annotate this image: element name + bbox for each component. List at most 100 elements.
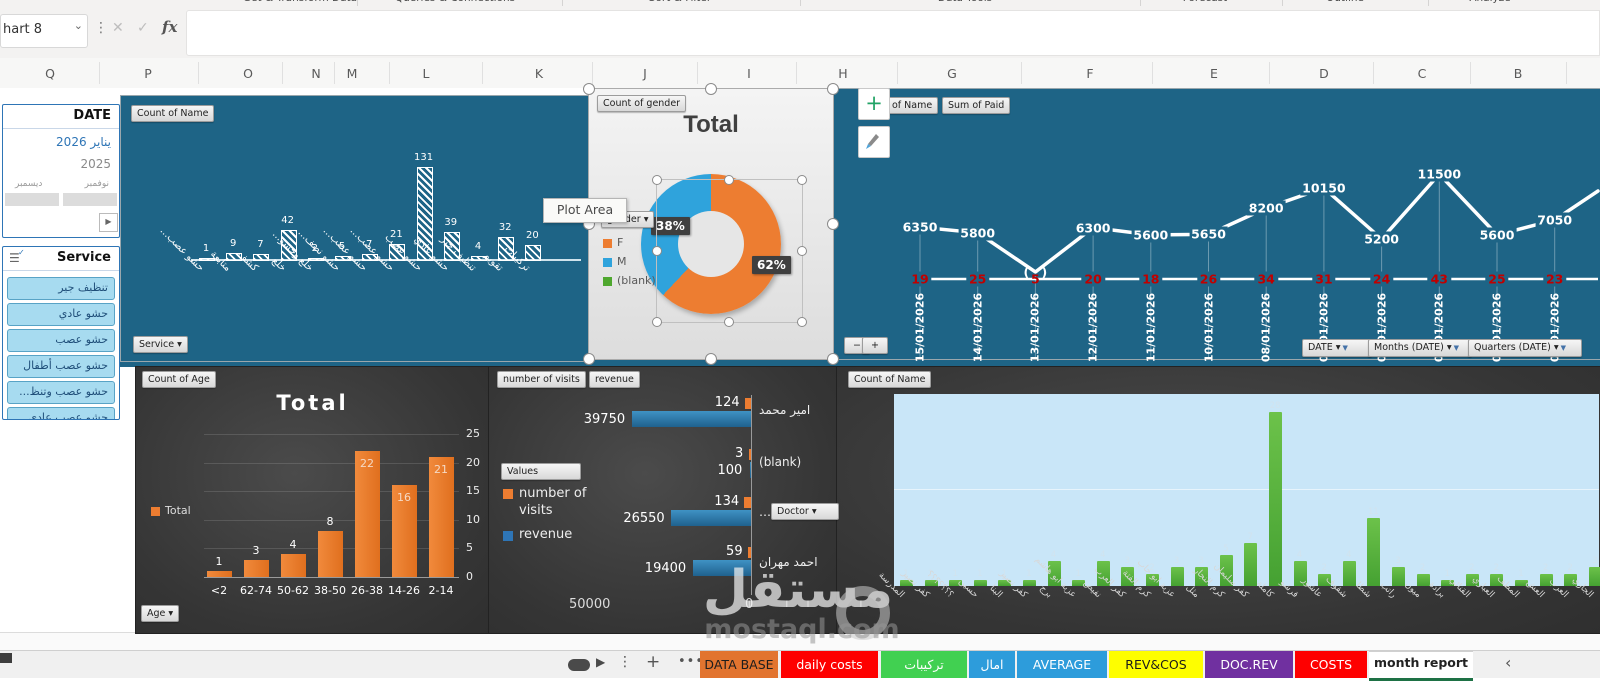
sheet-tab-costs[interactable]: COSTS: [1295, 651, 1367, 678]
column-header-D[interactable]: D: [1319, 66, 1329, 81]
selection-handle[interactable]: [797, 175, 807, 185]
formula-input[interactable]: [186, 10, 1600, 56]
chart-selection-handle[interactable]: [827, 83, 839, 95]
count-of-name-button[interactable]: Count of Name: [131, 105, 215, 122]
age-total-chart[interactable]: Count of Age Total 0 5 10 15 20 25 1 <2 3 62-74 4 50-…: [135, 366, 490, 634]
count-of-gender-button[interactable]: Count of gender: [597, 95, 687, 112]
chart-elements-plus-button[interactable]: +: [858, 88, 890, 120]
column-header-J[interactable]: J: [643, 66, 647, 81]
selection-handle[interactable]: [797, 317, 807, 327]
paid-line-chart[interactable]: of Name Sum of Paid 6350 19 15/01/2026 5800 25…: [832, 88, 1600, 362]
chart-styles-brush-button[interactable]: [858, 126, 890, 158]
service-slicer-item[interactable]: حشو عصب عادي: [7, 407, 115, 420]
axis-filter-button[interactable]: Months (DATE) ▾ ▼: [1368, 339, 1472, 357]
bar-value-label: 21: [434, 462, 448, 476]
service-slicer-item[interactable]: حشو عصب أطفال: [7, 355, 115, 378]
tab-scroll-left-icon[interactable]: ‹: [1505, 653, 1512, 672]
bar-value-label: 2: [1149, 562, 1155, 573]
column-header-K[interactable]: K: [534, 66, 544, 81]
timeline-bar[interactable]: [63, 193, 117, 206]
area-count-chart[interactable]: Count of Name 1 المدرسة 1 كفر نصير 1 ؟؟؟؟؟؟؟ 1 ح…: [835, 366, 1600, 634]
cancel-icon[interactable]: ✕: [112, 20, 124, 36]
column-header-B[interactable]: B: [1513, 66, 1523, 81]
revenue-field-button[interactable]: revenue: [589, 371, 640, 388]
chart-selection-handle[interactable]: [827, 218, 839, 230]
service-axis-button[interactable]: Service ▾: [133, 336, 188, 353]
count-of-age-button[interactable]: Count of Age: [142, 371, 216, 388]
selection-handle[interactable]: [652, 246, 662, 256]
count-of-name-button[interactable]: Count of Name: [848, 371, 932, 388]
column-header-I[interactable]: I: [747, 66, 751, 81]
column-header-L[interactable]: L: [422, 66, 430, 81]
date-year-label[interactable]: 2025: [80, 157, 111, 171]
timeline-bar[interactable]: [5, 193, 59, 206]
chart-selection-handle[interactable]: [705, 83, 717, 95]
sheet-tab-doc-rev[interactable]: DOC.REV: [1205, 651, 1293, 678]
hscrollbar-thumb[interactable]: [0, 653, 12, 663]
service-item-label: حشو عصب عادي: [28, 411, 108, 420]
sheet-tab-daily-costs[interactable]: daily costs: [781, 651, 878, 678]
doctor-axis-button[interactable]: Doctor ▾: [771, 503, 839, 520]
sheet-tab-average[interactable]: AVERAGE: [1017, 651, 1107, 678]
selection-handle[interactable]: [724, 175, 734, 185]
column-header-Q[interactable]: Q: [45, 66, 55, 81]
service-slicer[interactable]: ☰ ✓ Service تنظيف جير حشو عادي حشو عصب حشو ع…: [2, 246, 120, 420]
column-header-C[interactable]: C: [1417, 66, 1427, 81]
timeline-scroll-button[interactable]: ▶: [99, 213, 118, 232]
date-timeline-slicer[interactable]: DATE يناير 2026 2025 نوفمبر ديسمبر ▶: [2, 104, 120, 238]
chevron-down-icon[interactable]: ⌄: [73, 19, 83, 32]
bar: [949, 579, 963, 586]
axis-filter-button[interactable]: Quarters (DATE) ▾ ▼: [1468, 339, 1582, 357]
column-header-H[interactable]: H: [838, 66, 848, 81]
selection-handle[interactable]: [652, 175, 662, 185]
kebab-icon[interactable]: ⋮: [94, 20, 108, 36]
selection-handle[interactable]: [652, 317, 662, 327]
selection-handle[interactable]: [724, 317, 734, 327]
service-count-chart[interactable]: Count of Name 1 حشو عصب... 9 متابعة 7 كشف 42 خلع…: [120, 95, 590, 362]
column-header-P[interactable]: P: [144, 66, 152, 81]
more-sheets-icon[interactable]: •••: [678, 654, 705, 669]
column-header-G[interactable]: G: [947, 66, 957, 81]
sheet-nav-pill-icon[interactable]: [568, 659, 590, 671]
values-button[interactable]: Values: [501, 463, 581, 480]
multiselect-icon[interactable]: ☰ ✓: [9, 248, 25, 265]
age-axis-button[interactable]: Age ▾: [141, 605, 180, 622]
sheet-tab-rev-cos[interactable]: REV&COS: [1109, 651, 1203, 678]
enter-icon[interactable]: ✓: [137, 20, 149, 36]
bar-value-label: 42: [281, 214, 294, 226]
tab-menu-kebab-icon[interactable]: ⋮: [618, 654, 632, 670]
date-selected-period[interactable]: يناير 2026: [56, 135, 111, 149]
chart-selection-handle[interactable]: [583, 83, 595, 95]
selection-handle[interactable]: [797, 246, 807, 256]
sheet-tab-تركيبات[interactable]: تركيبات: [881, 651, 967, 678]
axis-filter-button[interactable]: DATE ▾ ▼: [1302, 339, 1372, 357]
chart-selection-handle[interactable]: [583, 353, 595, 365]
sheet-tab-data-base[interactable]: DATA BASE: [700, 651, 778, 678]
service-slicer-item[interactable]: حشو عادي: [7, 303, 115, 326]
column-header-F[interactable]: F: [1086, 66, 1094, 81]
sheet-tab-امال[interactable]: امال: [969, 651, 1015, 678]
legend-swatch: [603, 277, 612, 286]
visits-field-button[interactable]: number of visits: [497, 371, 586, 388]
column-header-E[interactable]: E: [1210, 66, 1218, 81]
chart-selection-handle[interactable]: [827, 353, 839, 365]
paid-value-label: 5600: [1477, 227, 1517, 243]
chart-selection-handle[interactable]: [705, 353, 717, 365]
doctor-visits-chart[interactable]: number of visits revenue Values number of v…: [488, 366, 839, 634]
service-slicer-header: ☰ ✓ Service: [3, 247, 119, 271]
gender-donut-chart[interactable]: Count of gender Total 38% 62% gender ▾ F M (bla…: [588, 88, 834, 360]
column-header-M[interactable]: M: [346, 66, 358, 81]
sum-of-paid-button[interactable]: Sum of Paid: [942, 97, 1011, 114]
column-header-O[interactable]: O: [243, 66, 253, 81]
sheet-nav-play-icon[interactable]: ▶: [596, 655, 606, 669]
category-label: احمد مهران: [759, 555, 818, 569]
service-slicer-item[interactable]: تنظيف جير: [7, 277, 115, 300]
service-slicer-item[interactable]: حشو عصب: [7, 329, 115, 352]
chart-zoom-button[interactable]: +: [862, 337, 888, 354]
service-slicer-item[interactable]: حشو عصب وتنظ...: [7, 381, 115, 404]
name-box[interactable]: hart 8 ⌄: [0, 14, 88, 48]
column-header-N[interactable]: N: [311, 66, 321, 81]
add-sheet-icon[interactable]: +: [646, 652, 661, 672]
fx-icon[interactable]: fx: [162, 18, 178, 36]
hscrollbar-track[interactable]: [0, 632, 1600, 651]
